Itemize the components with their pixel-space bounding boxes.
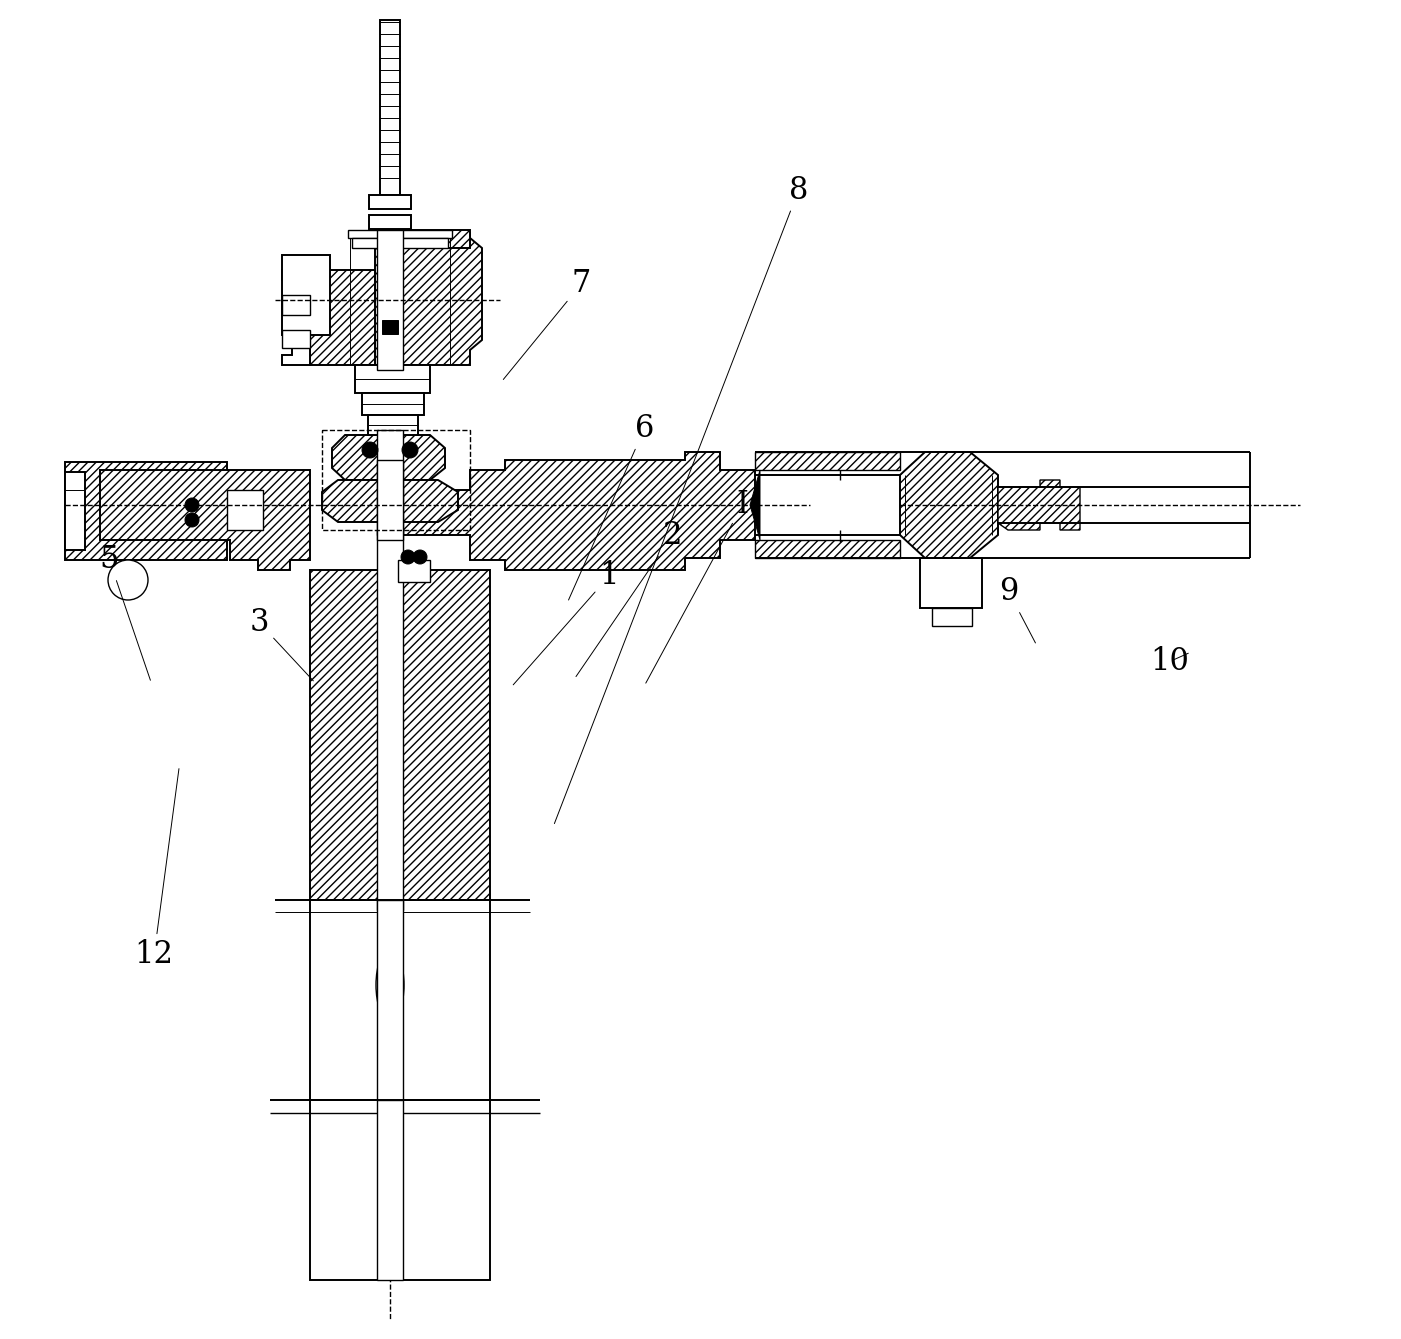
Bar: [377, 530, 403, 911]
Bar: [368, 195, 410, 209]
Bar: [380, 20, 401, 195]
Circle shape: [401, 550, 415, 564]
Polygon shape: [332, 435, 446, 479]
Bar: [361, 394, 425, 415]
Polygon shape: [899, 453, 998, 558]
Text: 10: 10: [1150, 645, 1189, 678]
Polygon shape: [375, 230, 469, 248]
Bar: [282, 254, 331, 335]
Bar: [920, 558, 982, 608]
Text: 6: 6: [569, 412, 654, 600]
Bar: [377, 461, 403, 540]
Bar: [310, 900, 490, 1101]
Ellipse shape: [375, 949, 403, 1022]
Text: 8: 8: [555, 174, 808, 823]
Polygon shape: [755, 453, 899, 470]
Circle shape: [361, 442, 378, 458]
Bar: [227, 490, 263, 530]
Bar: [64, 462, 227, 560]
Bar: [382, 320, 398, 333]
Polygon shape: [755, 540, 899, 558]
Bar: [64, 473, 85, 550]
Bar: [282, 329, 310, 348]
Circle shape: [402, 442, 417, 458]
Text: 12: 12: [134, 769, 179, 971]
Bar: [377, 900, 403, 1101]
Polygon shape: [347, 230, 453, 238]
Bar: [282, 295, 310, 315]
Text: 2: 2: [576, 520, 682, 676]
Bar: [310, 1101, 490, 1280]
Bar: [398, 560, 430, 582]
Circle shape: [185, 498, 199, 511]
Polygon shape: [322, 479, 458, 522]
Text: 1: 1: [513, 560, 619, 684]
Bar: [368, 415, 417, 435]
Bar: [377, 230, 403, 370]
Polygon shape: [282, 270, 310, 366]
Text: 7: 7: [503, 268, 591, 379]
Text: 3: 3: [249, 607, 314, 680]
Polygon shape: [998, 479, 1080, 530]
Bar: [322, 430, 469, 530]
Bar: [368, 216, 410, 229]
Polygon shape: [403, 453, 755, 570]
Polygon shape: [99, 470, 310, 570]
Text: 5: 5: [99, 544, 150, 680]
Bar: [932, 608, 972, 627]
Polygon shape: [310, 570, 490, 900]
Text: 9: 9: [999, 576, 1035, 643]
Polygon shape: [352, 238, 448, 248]
Circle shape: [108, 560, 149, 600]
Polygon shape: [375, 233, 482, 366]
Polygon shape: [310, 270, 375, 366]
Circle shape: [185, 513, 199, 528]
Bar: [377, 1101, 403, 1280]
Bar: [354, 366, 430, 394]
Bar: [377, 430, 403, 536]
Text: I: I: [646, 489, 748, 683]
Polygon shape: [750, 470, 759, 540]
Circle shape: [413, 550, 427, 564]
